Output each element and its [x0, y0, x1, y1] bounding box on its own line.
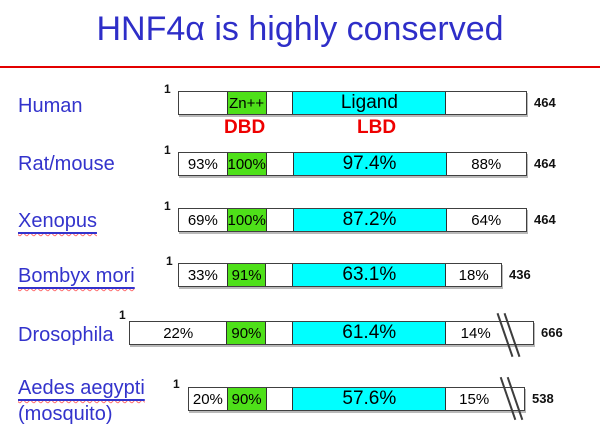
region-dbd: 100% — [226, 209, 267, 231]
region-linker — [267, 92, 293, 114]
region-dbd: 90% — [226, 322, 267, 344]
region-linker — [267, 153, 293, 175]
region-cterm: 18% — [458, 266, 489, 284]
region-nterm — [179, 92, 227, 114]
residue-count: 666 — [541, 325, 563, 340]
species-label-text: Bombyx mori — [18, 265, 135, 287]
title-underline-rule — [0, 66, 600, 68]
region-lbd: 97.4% — [292, 153, 447, 175]
region-dbd: 91% — [226, 264, 267, 286]
domain-bar-human: Zn++ Ligand — [178, 91, 527, 115]
residue-start: 1 — [166, 254, 173, 268]
region-lbd: 57.6% — [292, 388, 447, 410]
region-nterm: 22% — [163, 324, 194, 342]
region-lbd: 87.2% — [292, 209, 447, 231]
species-label-xenopus: Xenopus — [18, 209, 97, 233]
species-label-bombyx-mori: Bombyx mori — [18, 264, 135, 288]
region-nterm: 93% — [187, 155, 218, 173]
region-dbd: Zn++ — [226, 92, 267, 114]
domain-bar-drosophila: 22% 90% 61.4% 14% — [129, 321, 534, 345]
residue-start: 1 — [164, 82, 171, 96]
region-cterm: 15% — [459, 390, 490, 408]
domain-bar-xenopus: 69% 100% 87.2% 64% — [178, 208, 527, 232]
residue-count: 464 — [534, 95, 556, 110]
species-label-rat-mouse: Rat/mouse — [18, 153, 115, 175]
region-cterm: 64% — [471, 211, 502, 229]
residue-count: 464 — [534, 212, 556, 227]
region-lbd: Ligand — [292, 92, 447, 114]
region-nterm: 33% — [187, 266, 218, 284]
domain-bar-bombyx: 33% 91% 63.1% 18% — [178, 263, 502, 287]
region-dbd: 90% — [226, 388, 267, 410]
species-label-text: Xenopus — [18, 210, 97, 232]
residue-start: 1 — [119, 308, 126, 322]
species-label-aedes: Aedes aegypti — [18, 376, 145, 400]
region-cterm — [446, 92, 526, 114]
region-cterm: 14% — [460, 324, 491, 342]
region-lbd: 63.1% — [292, 264, 447, 286]
species-label-text: Aedes aegypti — [18, 377, 145, 399]
species-label-human: Human — [18, 95, 83, 117]
residue-count: 464 — [534, 156, 556, 171]
region-dbd: 100% — [226, 153, 267, 175]
species-label-aedes-line2: (mosquito) — [18, 403, 113, 425]
region-linker — [266, 322, 292, 344]
species-label-drosophila: Drosophila — [18, 324, 114, 346]
region-linker — [267, 209, 293, 231]
region-nterm: 69% — [187, 211, 218, 229]
residue-start: 1 — [173, 377, 180, 391]
residue-count: 436 — [509, 267, 531, 282]
lbd-column-label: LBD — [357, 117, 397, 138]
region-lbd: 61.4% — [292, 322, 447, 344]
region-cterm: 88% — [471, 155, 502, 173]
slide-title: HNF4α is highly conserved — [96, 10, 504, 48]
residue-count: 538 — [532, 391, 554, 406]
residue-start: 1 — [164, 143, 171, 157]
domain-bar-rat-mouse: 93% 100% 97.4% 88% — [178, 152, 527, 176]
residue-start: 1 — [164, 199, 171, 213]
region-linker — [266, 264, 292, 286]
dbd-column-label: DBD — [224, 117, 266, 138]
domain-bar-aedes: 20% 90% 57.6% 15% — [188, 387, 525, 411]
region-nterm: 20% — [192, 390, 223, 408]
region-linker — [267, 388, 293, 410]
